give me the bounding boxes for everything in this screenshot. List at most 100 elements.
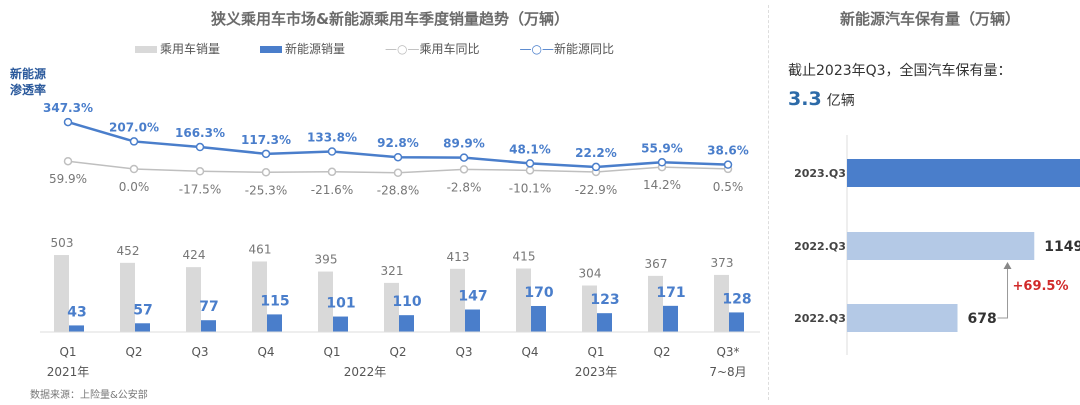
stock-bar [847,159,1080,187]
source-note: 数据来源：上险量&公安部 [30,390,148,401]
nev-yoy-point [657,158,667,167]
pv-sales-bar [186,267,201,332]
pv-sales-bar [384,282,399,332]
growth-label: +69.5% [1013,279,1069,294]
nev-yoy-point [591,162,601,172]
nev-sales-label: 57 [133,302,152,318]
nev-yoy-label: 207.0% [109,120,159,134]
nev-sales-label: 43 [67,304,86,320]
pv-sales-label: 321 [381,264,404,278]
x-tick-label: Q3* [716,345,739,359]
nev-sales-bar [663,305,678,332]
nev-sales-label: 123 [590,292,619,308]
pv-sales-bar [252,261,267,332]
nev-yoy-point [261,149,271,159]
nev-yoy-label: 166.3% [175,126,225,140]
x-tick-label: Q4 [521,345,538,359]
pv-sales-label: 415 [513,250,536,264]
nev-yoy-point [327,147,337,156]
x-tick-label: Q1 [59,345,76,359]
x-tick-label: Q3 [455,345,472,359]
pv-sales-label: 373 [711,256,734,270]
nev-yoy-label: 133.8% [307,131,357,145]
right-chart-title: 新能源汽车保有量（万辆） [839,10,1020,28]
nev-sales-label: 77 [199,299,218,315]
nev-sales-bar [531,305,546,332]
pv-yoy-point [393,168,403,177]
pv-yoy-label: 14.2% [643,178,681,192]
nev-yoy-point [129,137,139,146]
x-tick-label: Q1 [323,345,340,359]
pv-yoy-label: -22.9% [575,183,617,197]
pv-yoy-point [195,167,205,176]
x-tick-label: Q3 [191,345,208,359]
nev-yoy-label: 347.3% [43,101,93,115]
nev-sales-bar [399,315,414,332]
main-chart-title: 狭义乘用车市场&新能源乘用车季度销量趋势（万辆） [210,10,570,28]
pv-yoy-label: -2.8% [447,180,482,194]
nev-sales-bar [465,309,480,332]
nev-yoy-label: 22.2% [575,146,617,160]
pv-yoy-label: 0.0% [119,180,150,194]
nev-sales-label: 115 [260,293,289,309]
pv-yoy-label: -25.3% [245,183,287,197]
pv-sales-bar [450,268,465,332]
nev-yoy-point [459,153,469,162]
nev-sales-bar [333,316,348,332]
legend-item-nev-yoy: —○—新能源同比 [519,42,615,56]
pv-sales-label: 367 [645,257,668,271]
pv-yoy-point [459,165,469,174]
x-tick-label: Q4 [257,345,274,359]
pv-yoy-label: -21.6% [311,183,353,197]
pv-yoy-point [63,156,73,166]
nev-sales-bar [597,313,612,332]
nev-sales-label: 147 [458,289,487,305]
pv-yoy-label: -28.8% [377,184,419,198]
nev-yoy-label: 92.8% [377,136,419,150]
pv-yoy-label: 0.5% [713,180,744,194]
nev-sales-bar [267,314,282,332]
stock-category-label: 2022.Q3 [794,240,846,253]
year-label: 2022年 [344,365,387,379]
x-tick-label: Q1 [587,345,604,359]
pv-sales-label: 461 [249,242,272,256]
divider [768,5,769,400]
legend-item-pv-yoy: —○—乘用车同比 [385,42,480,56]
stock-chart: 2023.Q318212022.Q311492022.Q3678+58.5%+6… [794,135,1080,355]
nev-sales-bar [729,312,744,332]
total-stock-value: 3.3 [788,88,822,110]
total-stock: 3.3 亿辆 [788,88,855,110]
pv-yoy-label: -17.5% [179,182,221,196]
nev-yoy-point [195,142,205,152]
pv-sales-bar [516,268,531,332]
year-label: 7~8月 [709,365,746,379]
year-label: 2021年 [47,365,90,379]
stock-category-label: 2022.Q3 [794,312,846,325]
x-tick-label: Q2 [653,345,670,359]
line-axis-label: 新能源 渗透率 [10,67,47,97]
nev-sales-label: 170 [524,285,553,301]
stock-bar [847,232,1035,260]
nev-yoy-point [723,160,733,169]
pv-sales-label: 424 [183,248,206,262]
year-label: 2023年 [575,365,618,379]
pv-yoy-point [525,166,535,175]
nev-yoy-point [393,152,403,162]
legend-item-nev-sales: 新能源销量 [260,40,345,57]
pv-sales-label: 395 [315,253,338,267]
pv-yoy-point [129,164,139,174]
nev-sales-label: 110 [392,294,421,310]
stock-bar [847,304,958,332]
nev-yoy-label: 89.9% [443,137,485,151]
pv-sales-bar [54,255,69,332]
nev-yoy-label: 117.3% [241,133,291,147]
pv-sales-label: 452 [117,244,140,258]
nev-yoy-point [525,159,535,168]
pv-sales-bar [714,274,729,332]
x-tick-label: Q2 [125,345,142,359]
pv-sales-bar [582,285,597,332]
nev-sales-label: 171 [656,285,685,301]
pv-sales-bar [120,262,135,332]
pv-yoy-label: -10.1% [509,181,551,195]
pv-sales-label: 503 [51,236,74,250]
